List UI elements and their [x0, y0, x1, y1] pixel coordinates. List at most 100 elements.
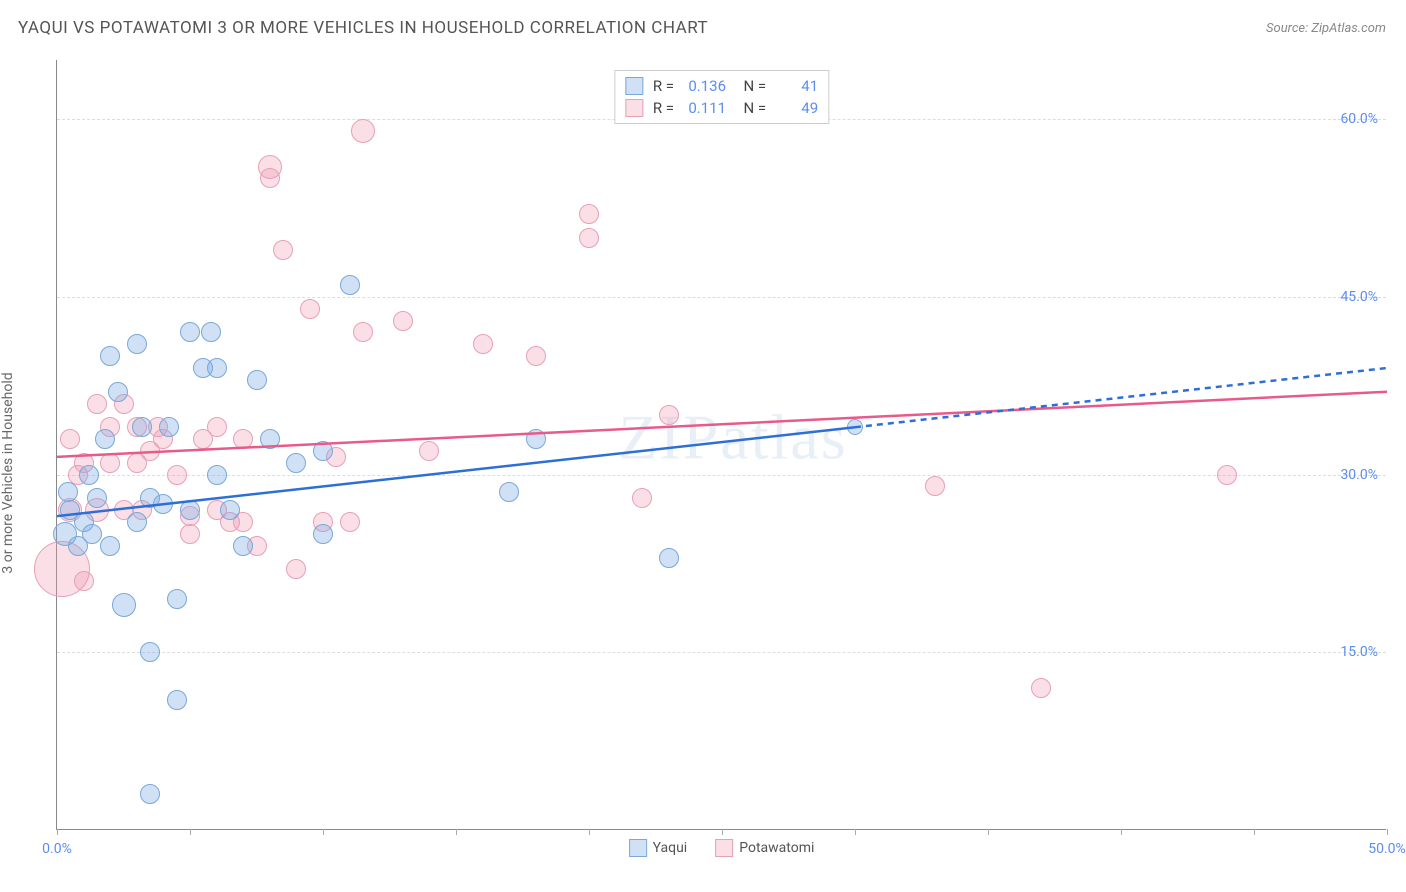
- data-point-yaqui: [207, 358, 227, 378]
- data-point-yaqui: [58, 482, 78, 502]
- data-point-potawatomi: [1217, 465, 1237, 485]
- data-point-yaqui: [167, 690, 187, 710]
- y-axis-label: 3 or more Vehicles in Household: [0, 372, 16, 573]
- r-value: 0.136: [684, 77, 726, 95]
- data-point-potawatomi: [579, 228, 599, 248]
- data-point-potawatomi: [100, 453, 120, 473]
- gridline: [57, 297, 1386, 298]
- data-point-potawatomi: [579, 204, 599, 224]
- data-point-yaqui: [526, 429, 546, 449]
- legend-label: Yaqui: [653, 840, 688, 856]
- data-point-potawatomi: [167, 465, 187, 485]
- x-tick: [323, 829, 324, 835]
- y-tick-label: 60.0%: [1340, 111, 1378, 127]
- data-point-potawatomi: [207, 417, 227, 437]
- n-value: 49: [776, 99, 818, 117]
- data-point-yaqui: [153, 494, 173, 514]
- x-tick: [1387, 829, 1388, 835]
- gridline: [57, 475, 1386, 476]
- x-tick: [988, 829, 989, 835]
- data-point-potawatomi: [233, 429, 253, 449]
- data-point-potawatomi: [526, 346, 546, 366]
- legend-swatch: [629, 839, 647, 857]
- data-point-potawatomi: [353, 322, 373, 342]
- data-point-yaqui: [100, 346, 120, 366]
- data-point-potawatomi: [925, 476, 945, 496]
- chart-container: 3 or more Vehicles in Household ZIPatlas…: [0, 50, 1406, 880]
- data-point-yaqui: [659, 548, 679, 568]
- x-tick-label: 0.0%: [42, 841, 72, 857]
- series-legend: Yaqui Potawatomi: [629, 839, 815, 857]
- data-point-potawatomi: [300, 299, 320, 319]
- data-point-yaqui: [127, 334, 147, 354]
- data-point-yaqui: [220, 500, 240, 520]
- plot-area: ZIPatlas 15.0%30.0%45.0%60.0%0.0%50.0% R…: [56, 60, 1386, 830]
- stats-row: R = 0.136 N = 41: [625, 75, 818, 97]
- y-tick-label: 45.0%: [1340, 289, 1378, 305]
- data-point-potawatomi: [260, 168, 280, 188]
- data-point-yaqui: [233, 536, 253, 556]
- data-point-potawatomi: [473, 334, 493, 354]
- data-point-potawatomi: [393, 311, 413, 331]
- trend-lines: [57, 60, 1387, 830]
- x-tick: [589, 829, 590, 835]
- chart-header: YAQUI VS POTAWATOMI 3 OR MORE VEHICLES I…: [0, 0, 1406, 50]
- data-point-potawatomi: [180, 524, 200, 544]
- watermark: ZIPatlas: [618, 400, 847, 474]
- legend-swatch: [625, 99, 643, 117]
- x-tick: [456, 829, 457, 835]
- data-point-yaqui: [140, 784, 160, 804]
- data-point-yaqui: [207, 465, 227, 485]
- n-label: N =: [736, 99, 766, 117]
- data-point-potawatomi: [659, 405, 679, 425]
- data-point-potawatomi: [340, 512, 360, 532]
- data-point-potawatomi: [273, 240, 293, 260]
- data-point-yaqui: [167, 589, 187, 609]
- data-point-potawatomi: [1031, 678, 1051, 698]
- n-value: 41: [776, 77, 818, 95]
- data-point-yaqui: [180, 322, 200, 342]
- legend-swatch: [715, 839, 733, 857]
- data-point-yaqui: [340, 275, 360, 295]
- data-point-potawatomi: [60, 429, 80, 449]
- data-point-yaqui: [79, 465, 99, 485]
- data-point-yaqui: [82, 524, 102, 544]
- data-point-yaqui: [108, 382, 128, 402]
- data-point-yaqui: [112, 593, 136, 617]
- x-tick: [190, 829, 191, 835]
- x-tick-label: 50.0%: [1368, 841, 1406, 857]
- data-point-potawatomi: [351, 119, 375, 143]
- x-tick: [855, 829, 856, 835]
- data-point-yaqui: [260, 429, 280, 449]
- data-point-yaqui: [313, 524, 333, 544]
- legend-item-potawatomi: Potawatomi: [715, 839, 814, 857]
- data-point-potawatomi: [286, 559, 306, 579]
- data-point-potawatomi: [87, 394, 107, 414]
- data-point-yaqui: [313, 441, 333, 461]
- r-label: R =: [653, 77, 674, 95]
- data-point-yaqui: [847, 419, 863, 435]
- x-tick: [1121, 829, 1122, 835]
- data-point-yaqui: [180, 500, 200, 520]
- x-tick: [722, 829, 723, 835]
- r-value: 0.111: [684, 99, 726, 117]
- data-point-yaqui: [140, 642, 160, 662]
- y-tick-label: 15.0%: [1340, 644, 1378, 660]
- data-point-yaqui: [247, 370, 267, 390]
- data-point-yaqui: [286, 453, 306, 473]
- y-tick-label: 30.0%: [1340, 467, 1378, 483]
- legend-item-yaqui: Yaqui: [629, 839, 688, 857]
- n-label: N =: [736, 77, 766, 95]
- x-tick: [57, 829, 58, 835]
- legend-label: Potawatomi: [739, 840, 814, 856]
- data-point-yaqui: [132, 417, 152, 437]
- data-point-potawatomi: [419, 441, 439, 461]
- source-attribution: Source: ZipAtlas.com: [1266, 21, 1386, 36]
- r-label: R =: [653, 99, 674, 117]
- chart-title: YAQUI VS POTAWATOMI 3 OR MORE VEHICLES I…: [18, 18, 708, 38]
- gridline: [57, 652, 1386, 653]
- data-point-yaqui: [95, 429, 115, 449]
- x-tick: [1254, 829, 1255, 835]
- data-point-yaqui: [100, 536, 120, 556]
- stats-row: R = 0.111 N = 49: [625, 97, 818, 119]
